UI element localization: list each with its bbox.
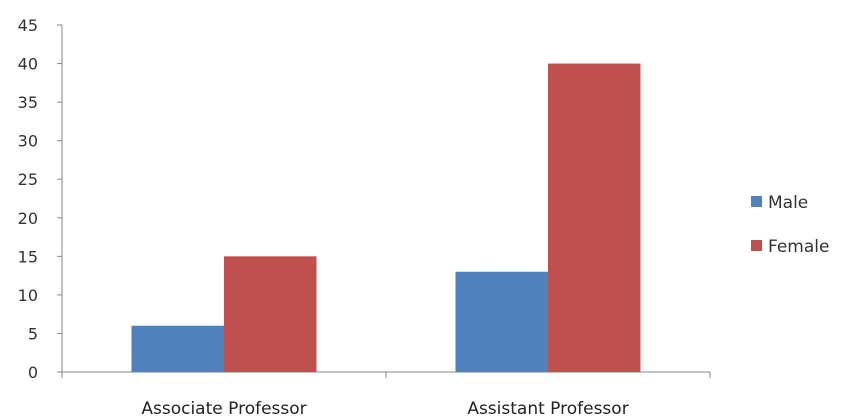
category-labels: Associate Professor Assistant Professor	[141, 399, 628, 419]
y-tick-label: 35	[18, 93, 38, 112]
legend-label-male: Male	[768, 193, 808, 213]
category-label: Assistant Professor	[467, 399, 628, 419]
bar-female-assistant-professor	[548, 63, 641, 373]
bar-female-associate-professor	[224, 256, 317, 372]
legend-label-female: Female	[768, 237, 829, 257]
y-tick-label: 10	[18, 286, 38, 305]
bar-male-associate-professor	[131, 325, 224, 372]
legend-swatch-female	[751, 240, 762, 251]
legend-swatch-male	[751, 196, 762, 207]
bars	[131, 63, 641, 373]
y-tick-label: 5	[28, 324, 38, 343]
y-tick-label: 40	[18, 55, 38, 74]
y-tick-label: 30	[18, 132, 38, 151]
category-label: Associate Professor	[141, 399, 306, 419]
bar-male-assistant-professor	[455, 271, 548, 372]
legend: Male Female	[751, 193, 829, 257]
y-tick-label: 15	[18, 247, 38, 266]
y-tick-label: 20	[18, 209, 38, 228]
y-tick-label: 45	[18, 16, 38, 35]
y-tick-label: 0	[28, 363, 38, 382]
y-axis: 0 5 10 15 20 25 30 35 40 45	[18, 16, 63, 382]
y-tick-label: 25	[18, 170, 38, 189]
x-axis	[61, 371, 711, 378]
